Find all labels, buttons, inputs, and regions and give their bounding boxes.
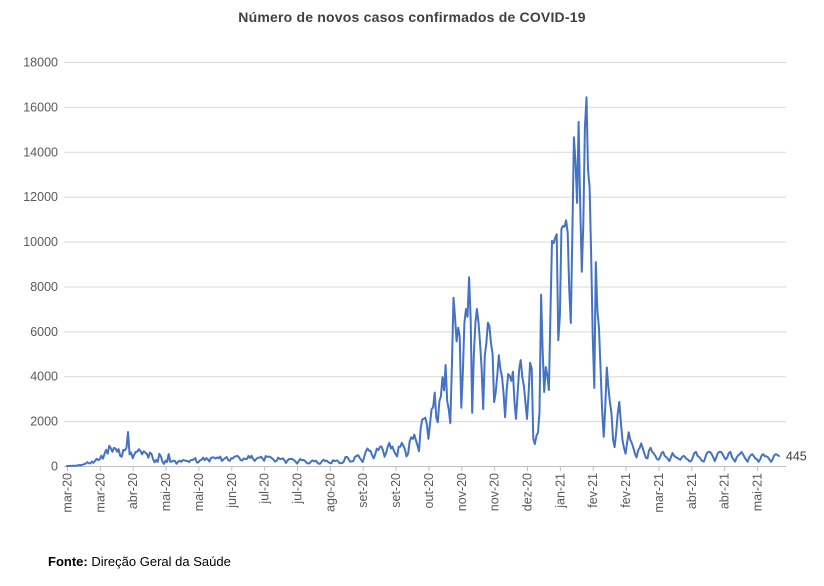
- x-axis-label: ago-20: [323, 473, 337, 512]
- x-axis-label: nov-20: [488, 473, 502, 511]
- y-axis-label: 4000: [30, 370, 58, 384]
- source-label: Fonte:: [48, 554, 88, 569]
- x-axis-label: fev-21: [586, 473, 600, 508]
- cases-series-line: [66, 96, 780, 467]
- y-axis-label: 8000: [30, 280, 58, 294]
- chart-title: Número de novos casos confirmados de COV…: [238, 9, 586, 25]
- x-axis-label: abr-21: [718, 473, 732, 509]
- x-axis-label: mar-20: [93, 473, 107, 513]
- y-axis-label: 12000: [23, 190, 58, 204]
- source-note: Fonte: Direção Geral da Saúde: [48, 554, 231, 569]
- x-axis-label: fev-21: [619, 473, 633, 508]
- last-value-label: 445: [786, 450, 807, 464]
- x-axis-label: nov-20: [455, 473, 469, 511]
- x-axis-label: mai-21: [750, 473, 764, 511]
- x-axis-label: mar-20: [61, 473, 75, 513]
- x-axis-label: mai-20: [192, 473, 206, 511]
- x-axis-label: jan-21: [553, 473, 567, 509]
- y-axis-label: 6000: [30, 325, 58, 339]
- y-axis-label: 16000: [23, 100, 58, 114]
- x-axis-label: set-20: [356, 473, 370, 508]
- x-axis-label: set-20: [389, 473, 403, 508]
- x-axis-label: dez-20: [520, 473, 534, 511]
- y-axis-label: 14000: [23, 145, 58, 159]
- x-axis-label: mar-21: [652, 473, 666, 513]
- y-axis-label: 10000: [23, 235, 58, 249]
- x-axis-label: jul-20: [290, 473, 304, 505]
- x-axis-label: jul-20: [258, 473, 272, 505]
- y-axis-label: 0: [51, 460, 58, 474]
- x-axis-label: mai-20: [159, 473, 173, 511]
- y-axis-label: 18000: [23, 56, 58, 70]
- x-axis-label: abr-21: [685, 473, 699, 509]
- x-axis-label: jun-20: [225, 473, 239, 509]
- x-axis-label: out-20: [422, 473, 436, 508]
- y-axis-label: 2000: [30, 415, 58, 429]
- source-text: Direção Geral da Saúde: [87, 554, 231, 569]
- x-axis-label: abr-20: [126, 473, 140, 509]
